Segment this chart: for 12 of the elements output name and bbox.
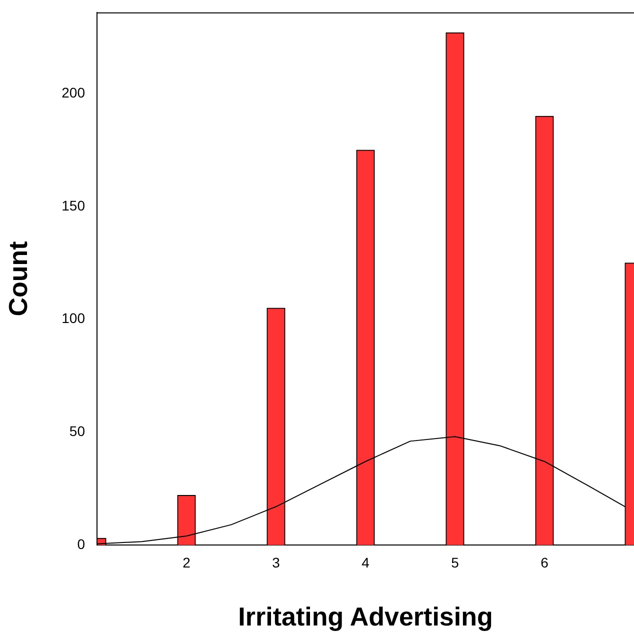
x-tick-label: 4 — [362, 554, 370, 570]
y-tick-label: 0 — [77, 536, 86, 552]
x-tick-label: 6 — [540, 554, 549, 570]
y-tick-label: 50 — [69, 423, 86, 440]
y-tick-label: 150 — [62, 197, 86, 214]
x-tick-label: 3 — [272, 554, 280, 570]
y-tick-label: 100 — [62, 310, 86, 326]
y-tick-label: 200 — [62, 84, 86, 101]
x-axis-title: Irritating Advertising — [238, 602, 493, 632]
x-tick-label: 5 — [451, 554, 460, 570]
y-axis-title: Count — [2, 240, 33, 316]
x-tick-label: 2 — [182, 554, 191, 570]
